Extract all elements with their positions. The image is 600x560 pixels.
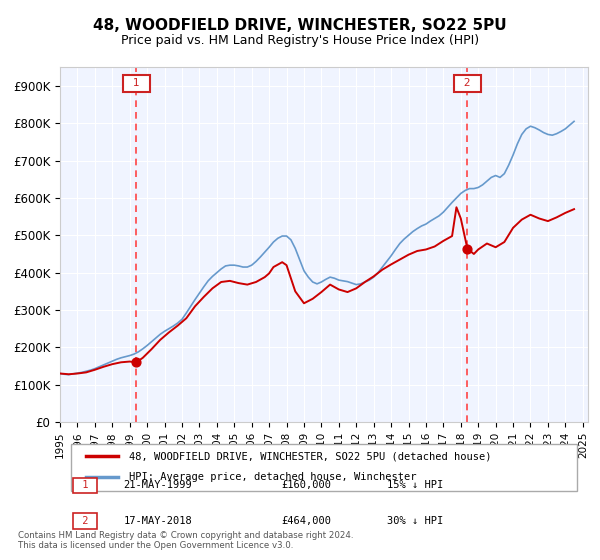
Text: £160,000: £160,000	[282, 480, 332, 491]
Text: 2: 2	[457, 78, 478, 88]
Point	[463, 244, 472, 253]
Text: 2: 2	[76, 516, 95, 526]
Text: 1: 1	[76, 480, 95, 491]
Text: Price paid vs. HM Land Registry's House Price Index (HPI): Price paid vs. HM Land Registry's House …	[121, 34, 479, 47]
Text: 21-MAY-1999: 21-MAY-1999	[124, 480, 192, 491]
Text: Contains HM Land Registry data © Crown copyright and database right 2024.
This d: Contains HM Land Registry data © Crown c…	[18, 530, 353, 550]
Text: HPI: Average price, detached house, Winchester: HPI: Average price, detached house, Winc…	[128, 472, 416, 482]
Text: 48, WOODFIELD DRIVE, WINCHESTER, SO22 5PU: 48, WOODFIELD DRIVE, WINCHESTER, SO22 5P…	[93, 18, 507, 32]
Text: 30% ↓ HPI: 30% ↓ HPI	[388, 516, 443, 526]
Point	[131, 358, 141, 367]
Text: 48, WOODFIELD DRIVE, WINCHESTER, SO22 5PU (detached house): 48, WOODFIELD DRIVE, WINCHESTER, SO22 5P…	[128, 451, 491, 461]
Text: 17-MAY-2018: 17-MAY-2018	[124, 516, 192, 526]
Text: £464,000: £464,000	[282, 516, 332, 526]
Text: 15% ↓ HPI: 15% ↓ HPI	[388, 480, 443, 491]
FancyBboxPatch shape	[71, 444, 577, 491]
Text: 1: 1	[126, 78, 146, 88]
